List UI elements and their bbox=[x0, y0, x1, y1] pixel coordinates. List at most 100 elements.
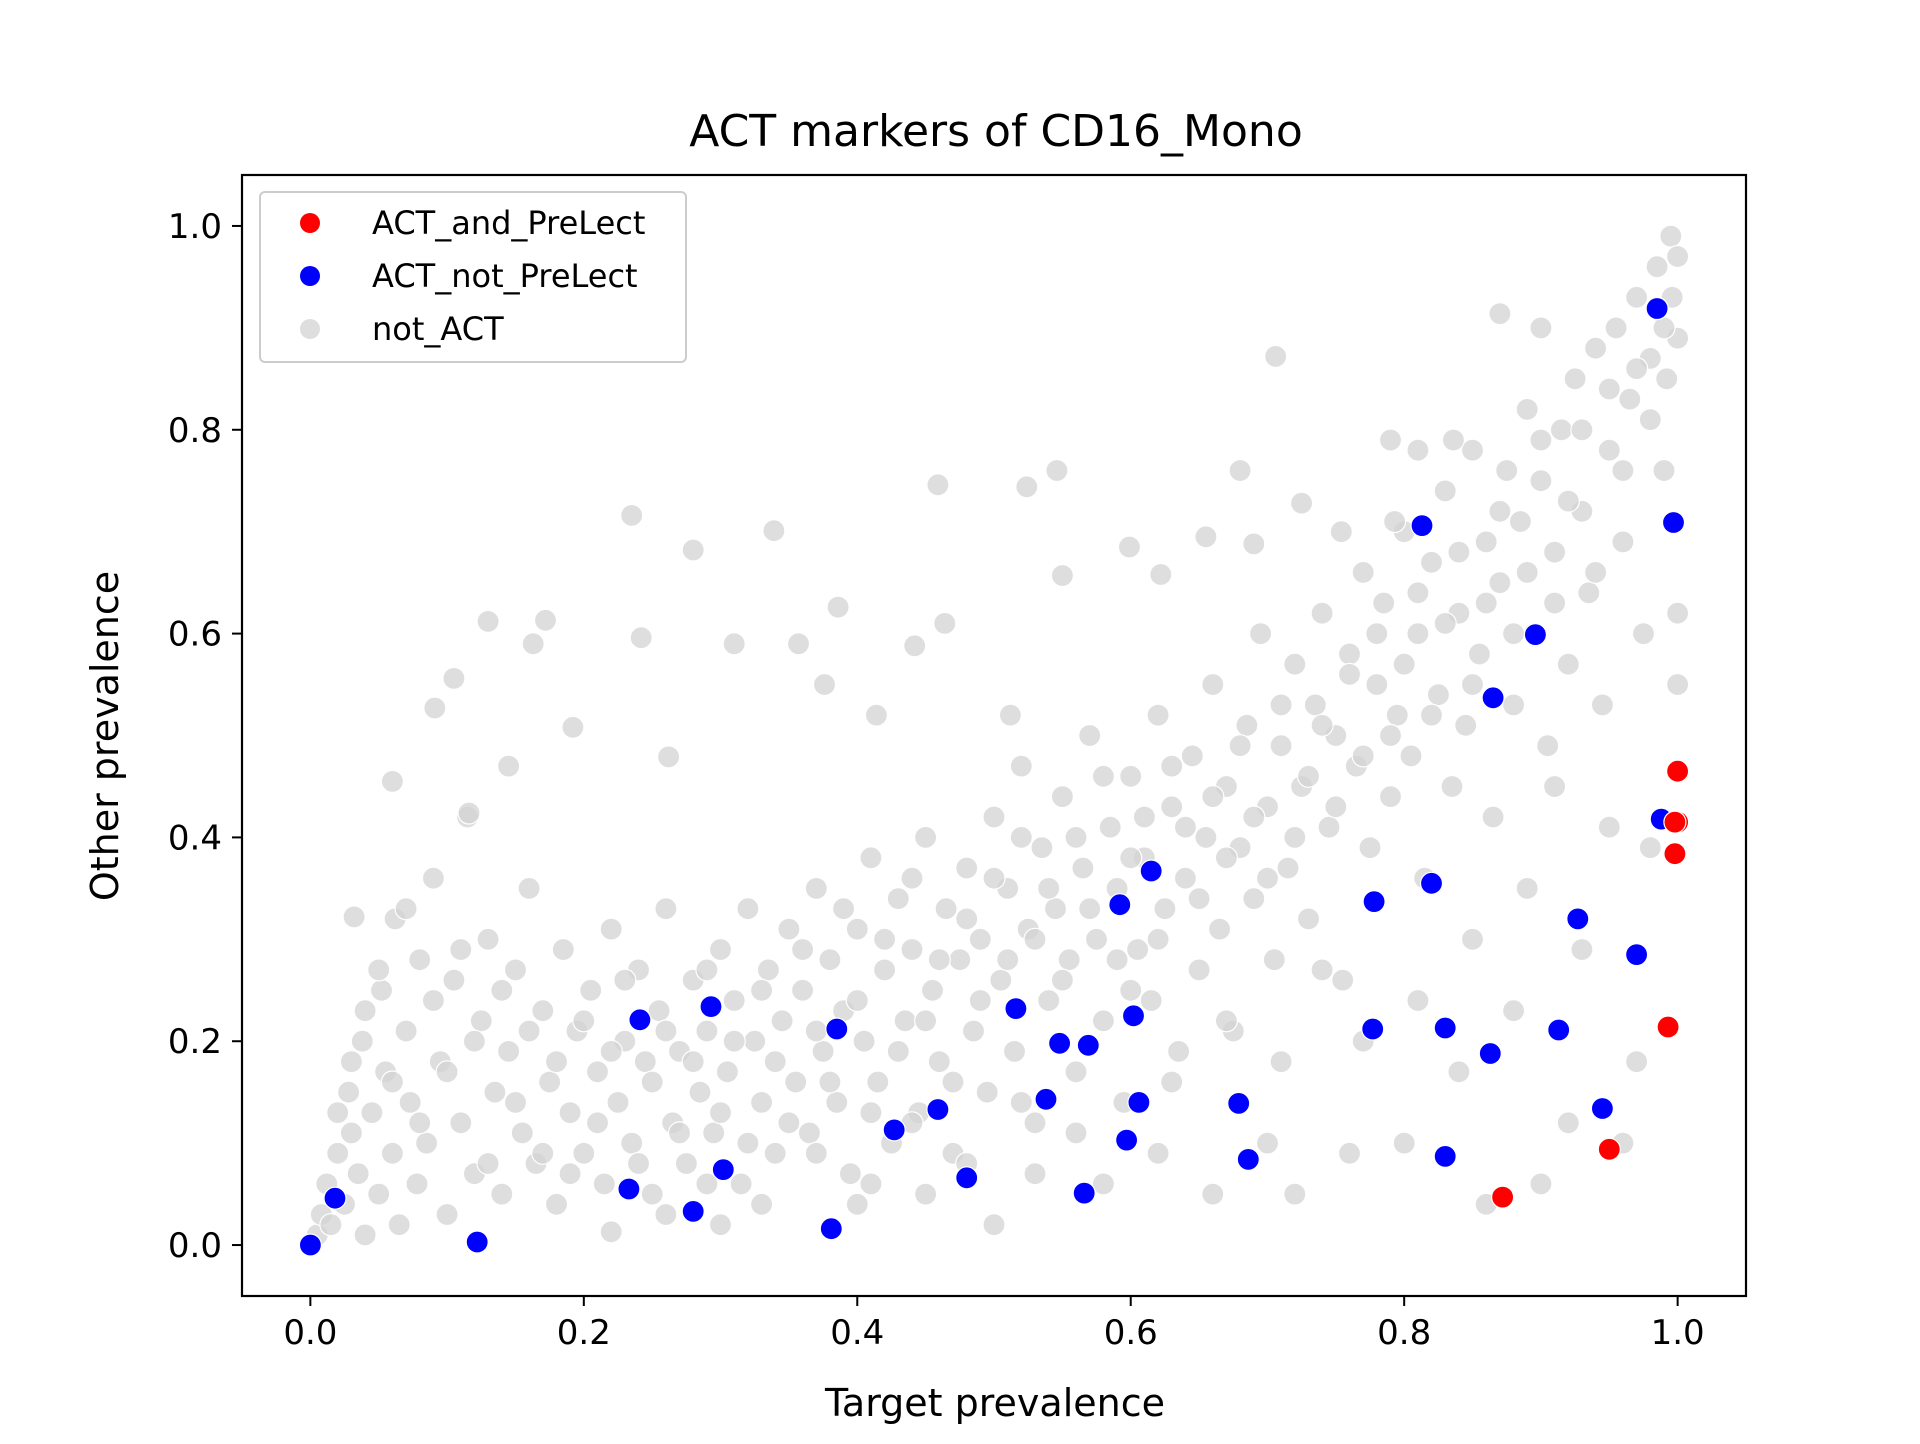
data-point bbox=[1515, 876, 1539, 901]
data-point bbox=[1072, 1181, 1096, 1205]
data-point bbox=[1283, 652, 1307, 676]
data-point bbox=[859, 1172, 883, 1196]
data-point bbox=[777, 917, 801, 941]
data-point bbox=[1214, 846, 1239, 870]
data-point bbox=[1656, 1015, 1680, 1039]
data-point bbox=[561, 715, 585, 739]
data-point bbox=[1255, 866, 1280, 890]
data-point bbox=[654, 897, 678, 921]
data-point bbox=[1201, 784, 1225, 809]
data-point bbox=[1139, 988, 1163, 1013]
data-point bbox=[1351, 744, 1375, 768]
data-point bbox=[1114, 1128, 1139, 1152]
data-point bbox=[1645, 296, 1669, 321]
data-point bbox=[319, 1213, 343, 1237]
data-point bbox=[1419, 550, 1444, 574]
data-point bbox=[1378, 784, 1403, 809]
data-point bbox=[1665, 759, 1690, 783]
data-point bbox=[667, 1121, 692, 1145]
data-point bbox=[1173, 866, 1198, 890]
data-point bbox=[326, 1141, 350, 1165]
data-point bbox=[353, 1223, 377, 1247]
data-point bbox=[1655, 367, 1679, 391]
data-point bbox=[790, 937, 815, 962]
series-ACT_not_PreLect bbox=[298, 296, 1686, 1257]
series-ACT_and_PreLect bbox=[1490, 759, 1690, 1209]
data-point bbox=[585, 1111, 610, 1135]
data-point bbox=[442, 968, 466, 992]
data-point bbox=[405, 1172, 429, 1196]
data-point bbox=[1488, 570, 1512, 595]
data-point bbox=[421, 988, 445, 1013]
data-point bbox=[510, 1121, 534, 1145]
data-point bbox=[845, 1192, 869, 1216]
data-point bbox=[975, 1080, 999, 1104]
data-point bbox=[933, 611, 957, 636]
y-tick-label: 0.2 bbox=[168, 1022, 222, 1062]
data-point bbox=[1624, 1049, 1649, 1074]
data-point bbox=[681, 1049, 705, 1074]
data-point bbox=[1119, 978, 1143, 1002]
data-point bbox=[1556, 652, 1580, 676]
data-point bbox=[818, 948, 842, 972]
y-tick-label: 0.0 bbox=[168, 1226, 222, 1266]
data-point bbox=[1078, 897, 1102, 921]
data-point bbox=[1454, 713, 1478, 737]
data-point bbox=[770, 1009, 794, 1033]
data-point bbox=[1597, 815, 1621, 839]
data-point bbox=[1392, 1131, 1416, 1155]
data-point bbox=[1002, 1039, 1027, 1064]
data-point bbox=[346, 1162, 370, 1186]
data-point bbox=[1201, 1182, 1225, 1206]
data-point bbox=[1570, 937, 1594, 962]
data-point bbox=[1481, 805, 1505, 829]
data-point bbox=[1064, 1060, 1088, 1084]
data-point bbox=[1358, 835, 1382, 860]
data-point bbox=[715, 1060, 740, 1084]
data-point bbox=[599, 1220, 623, 1244]
data-point bbox=[790, 978, 815, 1002]
data-point bbox=[613, 968, 637, 992]
data-point bbox=[859, 846, 883, 870]
data-point bbox=[1378, 428, 1403, 452]
data-point bbox=[435, 1202, 459, 1227]
data-point bbox=[968, 988, 992, 1013]
data-point bbox=[1372, 591, 1396, 615]
legend-frame bbox=[259, 191, 687, 363]
data-point bbox=[1091, 764, 1116, 788]
x-tick-label: 0.6 bbox=[1104, 1313, 1158, 1353]
data-point bbox=[1269, 693, 1293, 717]
data-point bbox=[1426, 683, 1451, 707]
data-point bbox=[1119, 846, 1143, 870]
data-point bbox=[762, 519, 786, 543]
data-point bbox=[1652, 316, 1676, 340]
data-point bbox=[1034, 1087, 1058, 1111]
data-point bbox=[1501, 621, 1526, 646]
data-point bbox=[903, 634, 927, 658]
data-point bbox=[1235, 713, 1259, 737]
data-point bbox=[1091, 1172, 1116, 1196]
data-point bbox=[1091, 1009, 1116, 1033]
data-point bbox=[872, 958, 897, 982]
data-point bbox=[1663, 810, 1687, 834]
data-point bbox=[1255, 1131, 1280, 1155]
data-point bbox=[1365, 672, 1389, 697]
data-point bbox=[629, 626, 653, 650]
x-tick-label: 1.0 bbox=[1651, 1313, 1705, 1353]
data-point bbox=[490, 1182, 514, 1206]
data-point bbox=[1310, 601, 1334, 625]
data-point bbox=[1057, 948, 1081, 972]
data-point bbox=[831, 897, 856, 921]
data-point bbox=[1611, 530, 1635, 554]
data-point bbox=[1030, 835, 1054, 860]
data-point bbox=[1132, 805, 1157, 829]
data-point bbox=[996, 948, 1020, 972]
data-point bbox=[380, 1141, 404, 1165]
x-tick-label: 0.8 bbox=[1377, 1313, 1431, 1353]
data-point bbox=[1523, 622, 1548, 647]
data-point bbox=[1242, 532, 1266, 556]
plot-frame bbox=[240, 173, 1748, 1298]
data-point bbox=[1440, 774, 1464, 799]
data-point bbox=[1433, 1144, 1457, 1169]
data-point bbox=[1064, 1121, 1088, 1145]
